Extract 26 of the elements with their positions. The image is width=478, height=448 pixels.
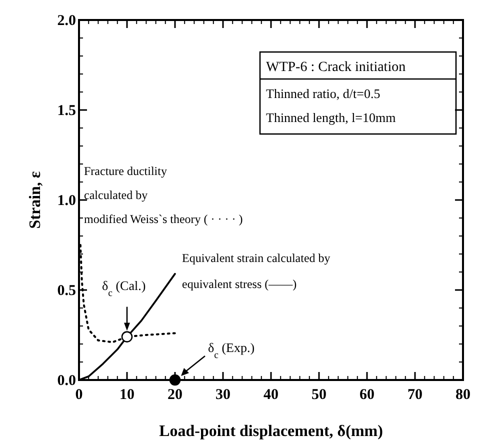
- annotation: modified Weiss`s theory ( · · · · ): [84, 212, 243, 226]
- annotation: Thinned length, l=10mm: [266, 110, 396, 125]
- y-tick-label: 2.0: [57, 13, 76, 29]
- y-tick-label: 1.0: [57, 193, 76, 209]
- annotation: δ$_{c}$ (Cal.): [102, 278, 146, 298]
- y-tick-label: 0.0: [57, 373, 76, 389]
- annotation: equivalent stress (——): [182, 277, 297, 291]
- x-tick-label: 10: [120, 387, 134, 403]
- annotation: δ$_{c}$ (Exp.): [208, 340, 255, 360]
- x-tick-label: 70: [408, 387, 422, 403]
- annotation: WTP-6 : Crack initiation: [266, 60, 406, 75]
- x-tick-label: 30: [216, 387, 230, 403]
- y-axis-title: Strain, ε: [27, 171, 44, 229]
- annotation: Fracture ductility: [84, 164, 167, 178]
- x-axis-title: Load-point displacement, δ(mm): [159, 423, 383, 440]
- annotation: calculated by: [84, 188, 148, 202]
- x-tick-label: 80: [456, 387, 470, 403]
- y-tick-label: 1.5: [57, 103, 76, 119]
- x-tick-label: 50: [312, 387, 326, 403]
- y-tick-label: 0.5: [57, 283, 76, 299]
- x-tick-label: 40: [264, 387, 278, 403]
- x-tick-label: 0: [75, 387, 83, 403]
- annotation: Thinned ratio, d/t=0.5: [266, 86, 380, 101]
- annotation: Equivalent strain calculated by: [182, 251, 330, 265]
- x-tick-label: 60: [360, 387, 374, 403]
- x-tick-label: 20: [168, 387, 182, 403]
